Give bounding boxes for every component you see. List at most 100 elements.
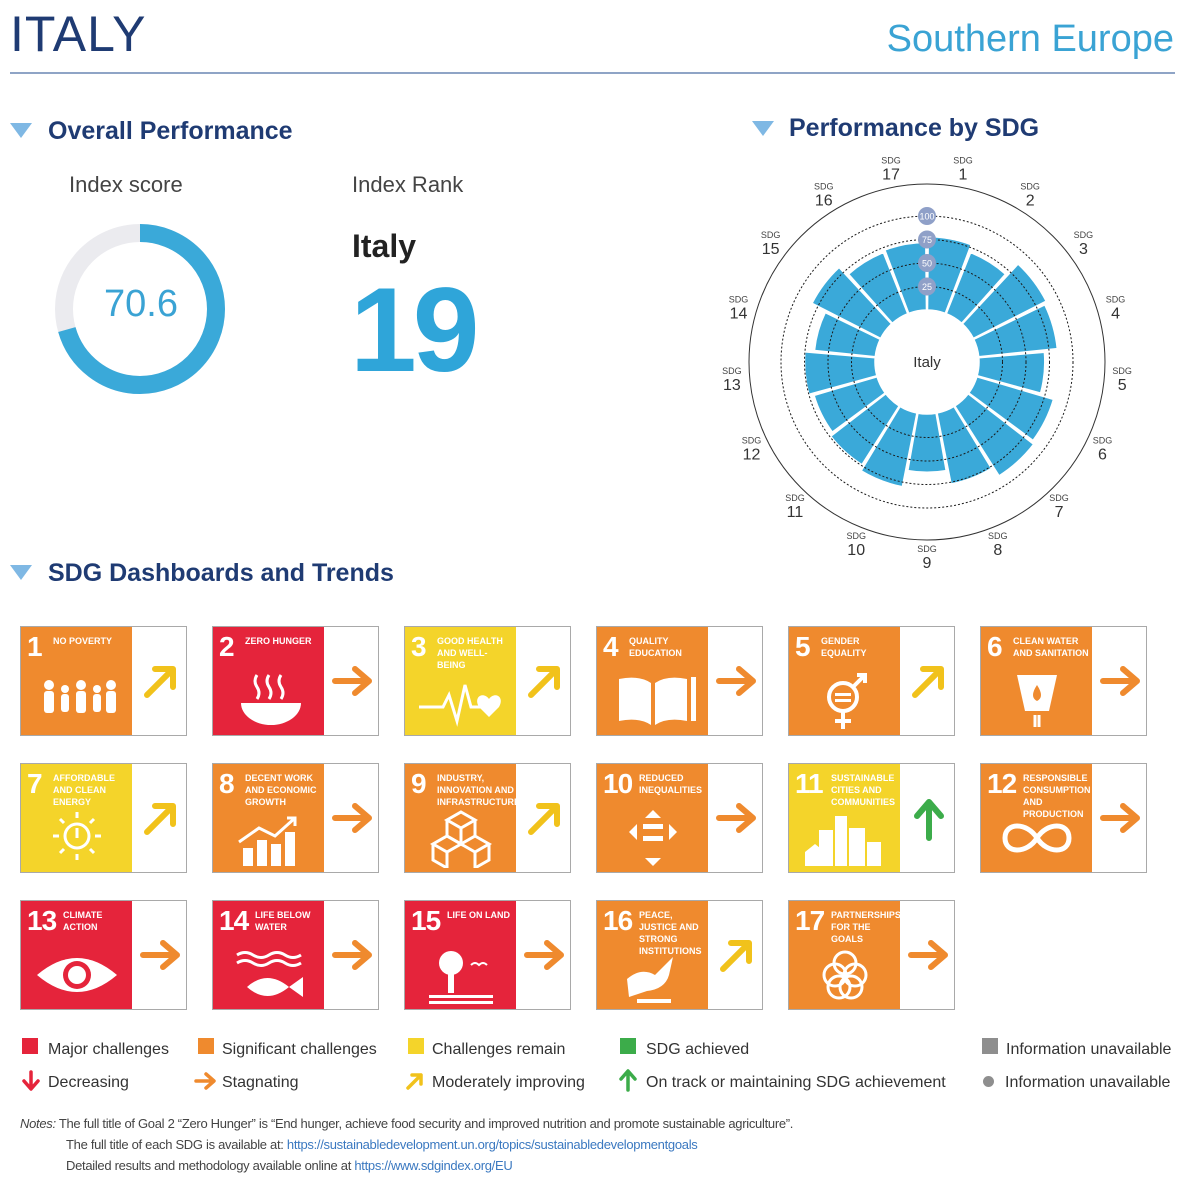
- sdg-goal-color-block: 17 Partnerships for the Goals: [789, 901, 901, 1009]
- arrow-down-icon: [22, 1070, 40, 1091]
- rings-icon: [822, 950, 868, 1000]
- sdg-goal-name: Life Below Water: [255, 910, 311, 932]
- sdg-goal-number: 17: [795, 905, 825, 936]
- arrow-up-right-icon: [144, 803, 176, 835]
- legend-dot-info-unavailable: [983, 1076, 994, 1087]
- arrow-right-icon: [524, 940, 564, 970]
- legend-swatch-significant: [198, 1038, 214, 1054]
- radial-axis-label-sdg-14: 14: [730, 305, 748, 322]
- notes-line-1: Notes: The full title of Goal 2 “Zero Hu…: [20, 1114, 793, 1134]
- sdg-goal-color-block: 15 Life on Land: [405, 901, 516, 1009]
- fish-icon: [236, 951, 303, 997]
- sdg-goal-color-block: 10 Reduced Inequalities: [597, 764, 708, 872]
- legend-significant: Significant challenges: [222, 1041, 377, 1058]
- sdg-goal-number: 13: [27, 905, 57, 936]
- radial-bar-sdg-4: [972, 303, 1059, 358]
- radial-axis-label-sdg-2: 2: [1026, 192, 1035, 209]
- arrow-right-icon: [1100, 803, 1140, 833]
- radial-scale-badge: [918, 254, 936, 272]
- radial-bar-sdg-5: [976, 351, 1046, 395]
- legend-info-unavailable: Information unavailable: [1006, 1041, 1172, 1058]
- growth-chart-icon: [238, 816, 297, 866]
- region-label: Southern Europe: [886, 18, 1174, 60]
- legend-swatch-achieved: [620, 1038, 636, 1054]
- bowl-icon: [241, 674, 301, 725]
- radial-scale-label: 75: [922, 235, 932, 245]
- radial-bar-sdg-9: [906, 412, 948, 473]
- index-score-value: 70.6: [104, 283, 178, 325]
- overall-performance-title: Overall Performance: [48, 117, 293, 145]
- sdg-index-link[interactable]: https://www.sdgindex.org/EU: [354, 1158, 513, 1173]
- sdg-goal-color-block: 3 Good Health and Well-Being: [405, 627, 516, 735]
- radial-axis-prefix: SDG: [722, 366, 742, 376]
- arrow-right-icon: [716, 803, 756, 833]
- sdg-tile-10: 10 Reduced Inequalities: [596, 763, 763, 873]
- radial-gridline: [780, 215, 1074, 509]
- radial-axis-prefix: SDG: [1020, 181, 1040, 191]
- sdg-goal-color-block: 16 Peace, Justice and Strong Institutions: [597, 901, 708, 1009]
- legend-swatch-remain: [408, 1038, 424, 1054]
- sdg-tile-9: 9 Industry, Innovation and Infrastructure: [404, 763, 571, 873]
- radial-scale-label: 100: [919, 212, 934, 222]
- legend-on-track: On track or maintaining SDG achievement: [646, 1074, 946, 1091]
- radial-axis-label-sdg-8: 8: [993, 542, 1002, 559]
- legend-stagnating: Stagnating: [222, 1074, 299, 1091]
- performance-radial-chart: 255075100ItalySDG1SDG2SDG3SDG4SDG5SDG6SD…: [722, 155, 1132, 572]
- legend-major: Major challenges: [48, 1041, 169, 1058]
- legend-remain: Challenges remain: [432, 1041, 566, 1058]
- sdg-tile-1: 1 No Poverty: [20, 626, 187, 736]
- sdg-goal-number: 8: [219, 768, 235, 799]
- arrow-up-icon: [619, 1069, 637, 1092]
- arrow-up-right-icon: [912, 666, 944, 698]
- radial-axis-prefix: SDG: [814, 181, 834, 191]
- infinity-icon: [1002, 823, 1072, 853]
- radial-bar-sdg-3: [961, 262, 1048, 340]
- notes-text-2: The full title of each SDG is available …: [66, 1137, 287, 1152]
- radial-axis-label-sdg-12: 12: [743, 446, 761, 463]
- sdg-goal-number: 9: [411, 768, 427, 799]
- page-title: ITALY: [10, 6, 147, 62]
- radial-axis-prefix: SDG: [785, 493, 805, 503]
- sdg-tile-16: 16 Peace, Justice and Strong Institutions: [596, 900, 763, 1010]
- sdg-goal-number: 6: [987, 631, 1003, 662]
- radial-axis-label-sdg-17: 17: [882, 166, 900, 183]
- arrow-up-right-icon: [528, 803, 560, 835]
- radial-center-label: Italy: [913, 354, 941, 371]
- radial-axis-prefix: SDG: [846, 531, 866, 541]
- sdg-goal-name: No Poverty: [53, 636, 113, 646]
- legend-info-unavailable-trend: Information unavailable: [1005, 1074, 1171, 1091]
- radial-axis-label-sdg-9: 9: [923, 555, 932, 572]
- sdg-goal-name: Clean Water and Sanitation: [1013, 636, 1089, 658]
- sdg-goal-color-block: 6 Clean Water and Sanitation: [981, 627, 1092, 735]
- radial-gridline: [851, 286, 1003, 438]
- sdg-goal-name: Decent Work and Economic Growth: [245, 773, 317, 807]
- sdg-tile-14: 14 Life Below Water: [212, 900, 379, 1010]
- sdg-goal-color-block: 12 Responsible Consumption and Production: [981, 764, 1092, 872]
- index-rank-label: Index Rank: [352, 172, 464, 197]
- dove-icon: [627, 957, 673, 1003]
- sdg-tile-11: 11 Sustainable Cities and Communities: [788, 763, 955, 873]
- legend-decreasing: Decreasing: [48, 1074, 129, 1091]
- sdg-goal-color-block: 1 No Poverty: [21, 627, 132, 735]
- sdg-titles-link[interactable]: https://sustainabledevelopment.un.org/to…: [286, 1137, 698, 1152]
- arrow-right-icon: [332, 940, 372, 970]
- legend-moderate: Moderately improving: [432, 1074, 585, 1091]
- performance-by-sdg-title: Performance by SDG: [789, 114, 1040, 142]
- sdg-goal-name: Quality Education: [629, 636, 682, 658]
- radial-scale-badge: [918, 277, 936, 296]
- section-triangle-icon: [752, 121, 774, 136]
- sdg-goal-color-block: 11 Sustainable Cities and Communities: [789, 764, 900, 872]
- sdg-goal-number: 5: [795, 631, 811, 662]
- radial-axis-label-sdg-7: 7: [1055, 504, 1064, 521]
- eye-globe-icon: [37, 958, 117, 992]
- sdg-tile-17: 17 Partnerships for the Goals: [788, 900, 955, 1010]
- sdg-goal-name: Industry, Innovation and Infrastructure: [437, 773, 520, 807]
- sdg-goal-color-block: 13 Climate Action: [21, 901, 132, 1009]
- radial-scale-badge: [918, 207, 936, 225]
- radial-axis-label-sdg-16: 16: [815, 192, 833, 209]
- radial-axis-prefix: SDG: [1112, 366, 1132, 376]
- sdg-tile-12: 12 Responsible Consumption and Production: [980, 763, 1147, 873]
- book-icon: [619, 677, 696, 725]
- radial-bar-sdg-11: [829, 392, 901, 466]
- radial-axis-prefix: SDG: [953, 155, 973, 165]
